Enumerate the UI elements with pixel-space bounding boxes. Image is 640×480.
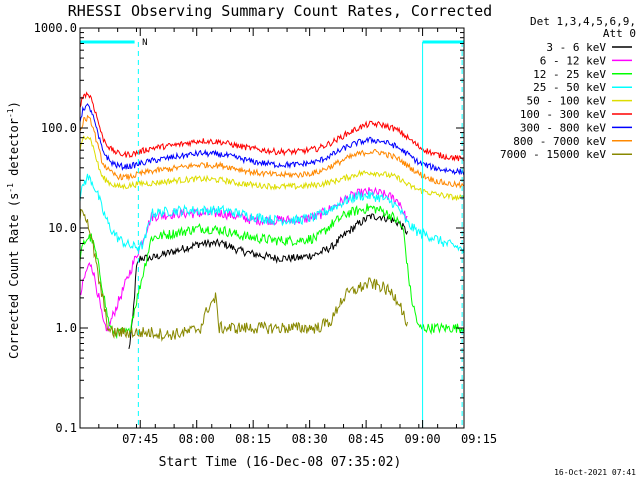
y-axis-label-part1: Corrected Count Rate (s xyxy=(7,193,21,359)
x-tick-label: 08:15 xyxy=(235,432,271,446)
legend-label: 100 - 300 keV xyxy=(520,108,606,121)
series-line-25-50-kev xyxy=(79,173,465,254)
legend-label: 7000 - 15000 keV xyxy=(500,148,606,161)
y-tick-label: 10.0 xyxy=(48,221,77,235)
y-axis-label-sup2: -1 xyxy=(6,108,15,118)
series-line-50-100-kev xyxy=(79,135,465,201)
y-axis-label-part3: ) xyxy=(7,101,21,108)
flag-label: N xyxy=(142,38,147,48)
legend-label: 12 - 25 keV xyxy=(533,68,606,81)
y-tick-label: 1.0 xyxy=(55,321,77,335)
x-tick-label: 09:15 xyxy=(461,432,497,446)
y-tick-label: 0.1 xyxy=(55,421,77,435)
y-tick-label: 100.0 xyxy=(41,121,77,135)
legend-label: 3 - 6 keV xyxy=(546,41,606,54)
legend-header-line: Det 1,3,4,5,6,9, xyxy=(530,15,636,28)
series-line-300-800-kev xyxy=(79,103,465,176)
series-line-6-12-kev xyxy=(79,186,408,332)
x-axis-label: Start Time (16-Dec-08 07:35:02) xyxy=(159,455,402,470)
x-tick-label: 09:00 xyxy=(405,432,441,446)
y-tick-label: 1000.0 xyxy=(34,21,77,35)
legend-header-line: Att 0 xyxy=(603,27,636,40)
series-line-100-300-kev xyxy=(79,91,465,162)
series-line-800-7000-kev xyxy=(79,114,465,189)
legend-label: 25 - 50 keV xyxy=(533,81,606,94)
x-tick-label: 08:45 xyxy=(348,432,384,446)
legend-label: 300 - 800 keV xyxy=(520,121,606,134)
x-tick-label: 08:00 xyxy=(179,432,215,446)
y-axis-label-part2: detector xyxy=(7,118,21,183)
legend-label: 50 - 100 keV xyxy=(527,95,607,108)
legend-label: 800 - 7000 keV xyxy=(513,135,606,148)
chart-title: RHESSI Observing Summary Count Rates, Co… xyxy=(68,2,492,20)
timestamp: 16-Oct-2021 07:41 xyxy=(554,468,636,477)
legend-label: 6 - 12 keV xyxy=(540,54,607,67)
series-layer xyxy=(79,91,465,350)
y-axis-label: Corrected Count Rate (s-1 detector-1) xyxy=(6,101,21,359)
series-line-7000-15000-kev xyxy=(79,208,408,342)
x-tick-label: 07:45 xyxy=(122,432,158,446)
x-tick-label: 08:30 xyxy=(292,432,328,446)
series-line-3-6-kev xyxy=(128,212,408,350)
axis-layer: 1000.0 100.0 10.0 1.0 0.1 07:45 08:00 08:15 08:3… xyxy=(34,21,497,446)
series-line-12-25-kev xyxy=(79,203,465,340)
y-axis-label-sup1: -1 xyxy=(6,183,15,193)
